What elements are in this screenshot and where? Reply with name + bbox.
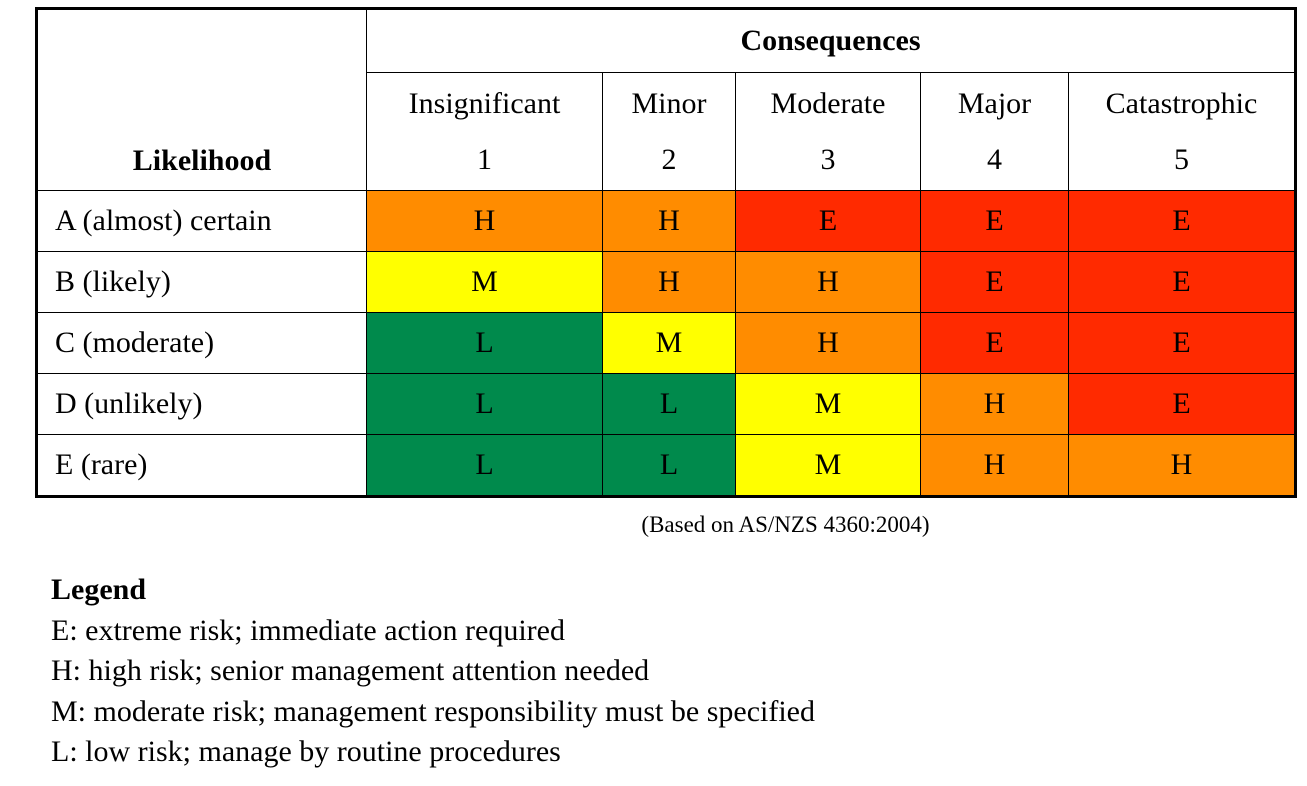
risk-rating-cell: L [366, 373, 603, 435]
risk-rating-cell: L [366, 312, 603, 374]
likelihood-row: D (unlikely) L L M H E [36, 373, 1296, 435]
consequence-levels-row: Insignificant 1 Minor 2 Moderate 3 Major… [37, 72, 1296, 191]
consequence-column-header: Insignificant 1 [366, 72, 603, 191]
risk-rating-cell: M [602, 312, 736, 374]
risk-rating-cell: L [602, 434, 736, 497]
risk-rating-cell: E [1068, 190, 1296, 252]
consequence-name: Moderate [770, 86, 886, 120]
risk-rating-cell: E [1068, 251, 1296, 313]
consequence-name: Minor [631, 86, 707, 120]
consequence-column-header: Catastrophic 5 [1068, 72, 1296, 191]
risk-rating-cell: H [920, 373, 1069, 435]
likelihood-row: E (rare) L L M H H [36, 434, 1296, 497]
risk-rating-cell: M [735, 373, 921, 435]
source-note: (Based on AS/NZS 4360:2004) [0, 512, 1307, 538]
likelihood-row: B (likely) M H H E E [36, 251, 1296, 313]
likelihood-row: A (almost) certain H H E E E [36, 190, 1296, 252]
risk-rating-cell: E [1068, 312, 1296, 374]
risk-rating-cell: E [735, 190, 921, 252]
risk-rating-cell: H [602, 251, 736, 313]
consequence-name: Catastrophic [1105, 86, 1258, 120]
consequences-header-row: Likelihood Consequences [36, 8, 1296, 191]
risk-rating-cell: H [366, 190, 603, 252]
risk-rating-cell: H [920, 434, 1069, 497]
risk-rating-cell: E [920, 312, 1069, 374]
risk-rating-cell: H [602, 190, 736, 252]
risk-rating-cell: M [366, 251, 603, 313]
risk-rating-cell: L [602, 373, 736, 435]
source-note-text: (Based on AS/NZS 4360:2004) [641, 512, 930, 537]
likelihood-label: E (rare) [36, 434, 367, 497]
consequence-level: 2 [661, 142, 677, 176]
risk-rating-cell: E [920, 251, 1069, 313]
consequence-level: 4 [987, 142, 1002, 176]
consequence-level: 5 [1174, 142, 1189, 176]
risk-rating-cell: E [1068, 373, 1296, 435]
legend: Legend E: extreme risk; immediate action… [51, 570, 815, 773]
legend-item: L: low risk; manage by routine procedure… [51, 735, 561, 768]
risk-rating-cell: H [1068, 434, 1296, 497]
likelihood-label: C (moderate) [36, 312, 367, 374]
likelihood-header: Likelihood [36, 8, 367, 191]
likelihood-label: A (almost) certain [36, 190, 367, 252]
likelihood-label: B (likely) [36, 251, 367, 313]
risk-rating-cell: H [735, 251, 921, 313]
likelihood-label: D (unlikely) [36, 373, 367, 435]
consequence-level: 3 [820, 142, 836, 176]
likelihood-row: C (moderate) L M H E E [36, 312, 1296, 374]
legend-item: H: high risk; senior management attentio… [51, 654, 650, 687]
risk-rating-cell: L [366, 434, 603, 497]
consequence-column-header: Minor 2 [602, 72, 736, 191]
consequence-name: Major [957, 86, 1032, 120]
consequence-name: Insignificant [408, 86, 561, 120]
consequence-level: 1 [477, 142, 492, 176]
risk-rating-cell: E [920, 190, 1069, 252]
consequences-header: Consequences [366, 8, 1296, 73]
consequence-column-header: Moderate 3 [735, 72, 921, 191]
risk-matrix-table: Likelihood Consequences Insignificant 1 … [35, 7, 1297, 498]
risk-rating-cell: H [735, 312, 921, 374]
legend-item: M: moderate risk; management responsibil… [51, 694, 815, 728]
consequence-column-header: Major 4 [920, 72, 1069, 191]
legend-title: Legend [51, 573, 147, 606]
legend-item: E: extreme risk; immediate action requir… [51, 613, 565, 647]
risk-rating-cell: M [735, 434, 921, 497]
